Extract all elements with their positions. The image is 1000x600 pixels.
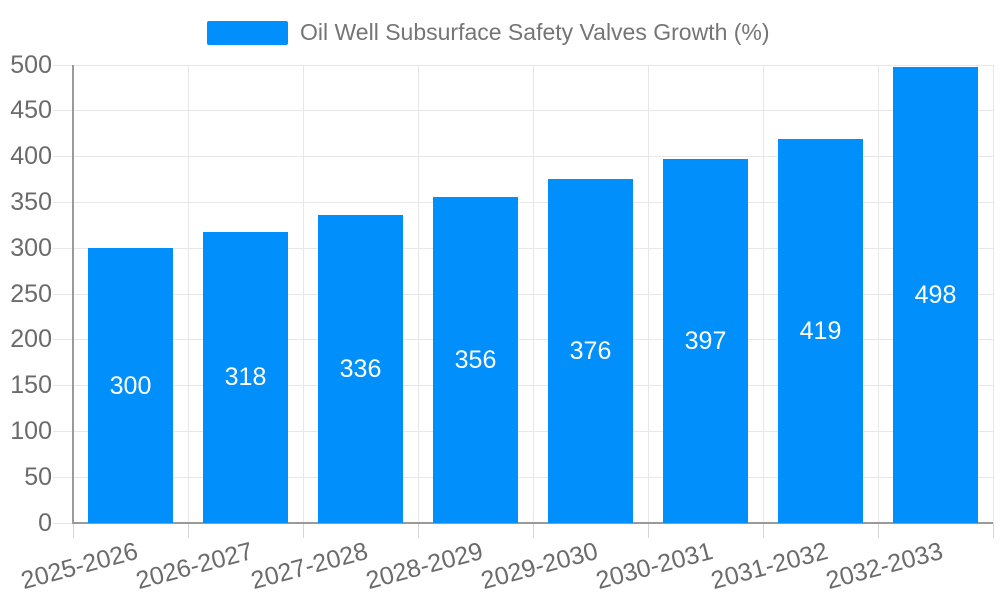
bar-data-label: 336	[339, 355, 382, 384]
bar[interactable]	[203, 231, 288, 523]
x-axis-label: 2025-2026	[18, 537, 141, 595]
x-gridline	[762, 65, 764, 523]
x-gridline	[877, 65, 879, 523]
x-axis-label: 2031-2032	[708, 537, 831, 595]
y-axis-label: 150	[10, 371, 52, 400]
x-axis-label: 2030-2031	[593, 537, 716, 595]
bar-data-label: 318	[224, 363, 267, 392]
x-tick-mark	[992, 523, 994, 538]
x-axis-label: 2026-2027	[133, 537, 256, 595]
y-tick-mark	[53, 110, 73, 112]
bar[interactable]	[663, 159, 748, 523]
legend-label: Oil Well Subsurface Safety Valves Growth…	[300, 19, 770, 45]
y-tick-mark	[53, 430, 73, 432]
x-gridline	[647, 65, 649, 523]
x-axis-label: 2029-2030	[478, 537, 601, 595]
bar-data-label: 376	[569, 336, 612, 365]
x-tick-mark	[762, 523, 764, 538]
y-axis-label: 50	[24, 462, 52, 491]
bar[interactable]	[88, 248, 173, 523]
bar[interactable]	[548, 178, 633, 523]
x-gridline	[187, 65, 189, 523]
bar[interactable]	[778, 139, 863, 523]
x-gridline	[532, 65, 534, 523]
x-axis-label: 2028-2029	[363, 537, 486, 595]
x-tick-mark	[187, 523, 189, 538]
x-tick-mark	[72, 523, 74, 538]
bar-data-label: 300	[109, 371, 152, 400]
y-axis-label: 200	[10, 325, 52, 354]
x-gridline	[302, 65, 304, 523]
y-tick-mark	[53, 247, 73, 249]
x-tick-mark	[532, 523, 534, 538]
y-tick-mark	[53, 293, 73, 295]
bar-data-label: 356	[454, 345, 497, 374]
y-tick-mark	[53, 339, 73, 341]
bar-data-label: 419	[799, 317, 842, 346]
y-tick-mark	[53, 64, 73, 66]
x-axis-line	[72, 522, 993, 524]
y-axis-label: 250	[10, 279, 52, 308]
y-axis-label: 500	[10, 50, 52, 79]
bar-data-label: 397	[684, 327, 727, 356]
y-axis-label: 300	[10, 233, 52, 262]
bar[interactable]	[318, 215, 403, 523]
y-axis-label: 0	[38, 508, 52, 537]
y-axis-label: 400	[10, 142, 52, 171]
y-tick-mark	[53, 476, 73, 478]
x-tick-mark	[302, 523, 304, 538]
x-tick-mark	[417, 523, 419, 538]
legend-swatch	[207, 20, 288, 45]
x-tick-mark	[647, 523, 649, 538]
bar-data-label: 498	[914, 280, 957, 309]
y-axis-line	[72, 65, 74, 523]
bar[interactable]	[433, 196, 518, 523]
y-axis-label: 450	[10, 96, 52, 125]
y-axis-label: 350	[10, 187, 52, 216]
y-axis-label: 100	[10, 416, 52, 445]
x-gridline	[417, 65, 419, 523]
bar[interactable]	[893, 66, 978, 523]
x-gridline	[992, 65, 994, 523]
x-axis-label: 2027-2028	[248, 537, 371, 595]
x-tick-mark	[877, 523, 879, 538]
y-tick-mark	[53, 385, 73, 387]
y-tick-mark	[53, 156, 73, 158]
y-tick-mark	[53, 201, 73, 203]
x-axis-label: 2032-2033	[823, 537, 946, 595]
y-tick-mark	[53, 522, 73, 524]
chart-legend[interactable]: Oil Well Subsurface Safety Valves Growth…	[207, 19, 770, 46]
